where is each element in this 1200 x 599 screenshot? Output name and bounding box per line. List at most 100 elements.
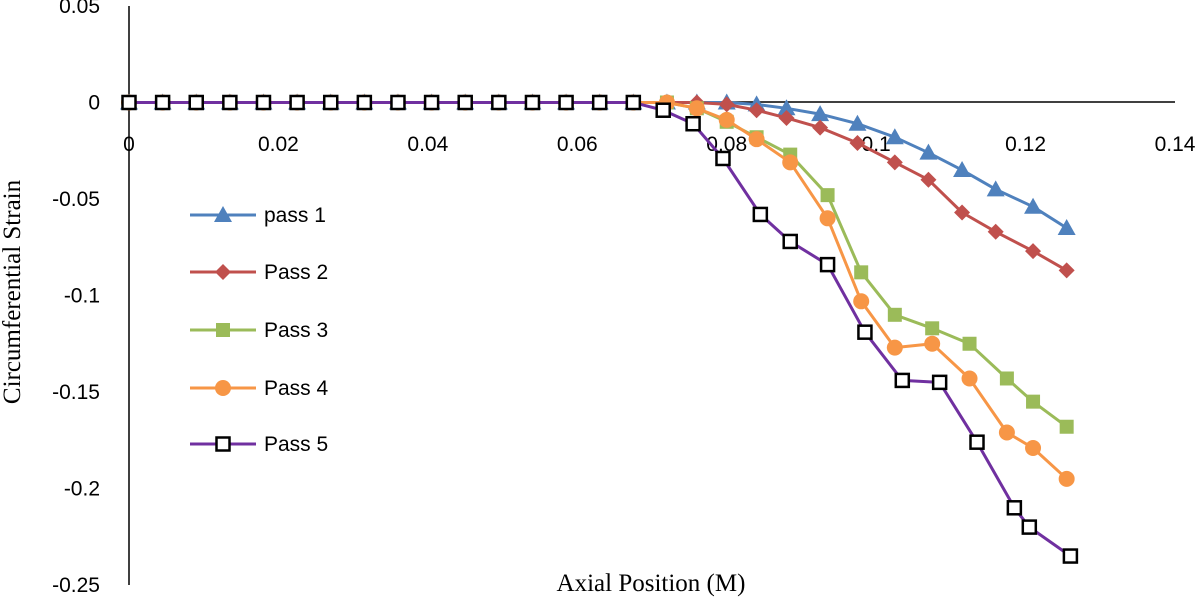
y-tick-label: 0	[88, 92, 100, 115]
data-point	[1021, 519, 1038, 535]
series-line	[129, 101, 1068, 272]
data-point	[685, 115, 701, 132]
data-point	[423, 94, 440, 111]
x-axis-title: Axial Position (M)	[557, 570, 746, 597]
data-point	[748, 131, 765, 148]
data-point	[998, 424, 1015, 441]
data-point	[1062, 548, 1079, 564]
data-point	[1024, 197, 1043, 214]
data-point	[962, 336, 977, 351]
x-tick-label: 0.14	[1155, 133, 1196, 156]
data-point	[222, 94, 238, 111]
legend-item: Pass 2	[190, 261, 328, 284]
data-point	[919, 143, 938, 160]
data-point	[778, 109, 795, 126]
data-point	[255, 94, 272, 111]
data-point	[931, 374, 948, 391]
data-point	[1057, 218, 1076, 235]
data-point	[782, 154, 799, 171]
y-tick-labels: 0.05 0 -0.05 -0.1 -0.15 -0.2 -0.25	[52, 0, 100, 597]
data-point	[1058, 262, 1075, 279]
data-point	[885, 128, 904, 145]
data-point	[558, 94, 574, 111]
data-point	[820, 188, 835, 203]
data-point	[748, 102, 765, 119]
legend-marker	[214, 206, 232, 222]
data-point	[969, 434, 985, 450]
legend-marker	[215, 380, 231, 396]
data-point	[777, 99, 796, 116]
data-point	[953, 161, 972, 178]
data-point	[1059, 419, 1074, 434]
data-point	[1025, 243, 1042, 260]
data-point	[289, 94, 305, 111]
data-point	[1026, 394, 1041, 409]
legend-item: pass 1	[190, 204, 326, 227]
y-tick-label: -0.25	[52, 574, 100, 597]
legend-item: Pass 5	[190, 433, 328, 456]
data-point	[987, 223, 1004, 240]
data-point	[854, 265, 869, 280]
data-point	[1006, 500, 1023, 516]
legend-item: Pass 4	[190, 377, 329, 400]
data-point	[857, 324, 873, 340]
data-point	[999, 371, 1014, 386]
data-point	[819, 210, 836, 227]
data-point	[811, 105, 830, 122]
legend-marker	[216, 323, 230, 337]
data-point	[886, 339, 903, 356]
legend-label: pass 1	[264, 204, 326, 227]
data-point	[848, 114, 867, 131]
y-tick-label: 0.05	[59, 0, 100, 18]
legend-label: Pass 2	[264, 261, 328, 284]
series-pass-2	[121, 94, 1075, 279]
data-point	[894, 372, 911, 389]
data-point	[655, 102, 671, 118]
data-point	[920, 171, 937, 188]
y-tick-label: -0.05	[52, 188, 100, 211]
y-tick-label: -0.2	[64, 478, 100, 501]
data-point	[812, 119, 829, 136]
data-point	[924, 335, 941, 352]
data-point	[752, 206, 769, 223]
data-point	[886, 154, 903, 171]
legend-label: Pass 4	[264, 377, 329, 400]
y-tick-label: -0.1	[64, 285, 100, 308]
data-point	[853, 293, 870, 310]
x-tick-labels: 0 0.02 0.04 0.06 0.08 0.1 0.12 0.14	[123, 133, 1196, 156]
data-point	[782, 233, 798, 250]
series-layer	[120, 93, 1079, 564]
x-tick-label: 0	[123, 133, 135, 156]
legend-label: Pass 5	[264, 433, 328, 456]
legend: pass 1 Pass 2 Pass 3 Pass 4 Pass 5	[190, 204, 329, 456]
data-point	[121, 94, 137, 111]
legend-label: Pass 3	[264, 319, 328, 342]
data-point	[849, 135, 866, 152]
data-point	[390, 94, 406, 111]
data-point	[819, 256, 836, 273]
legend-marker	[215, 436, 231, 452]
data-point	[322, 94, 339, 111]
data-point	[715, 150, 731, 167]
x-tick-label: 0.04	[407, 133, 448, 156]
series-pass-5	[121, 94, 1079, 564]
y-tick-label: -0.15	[52, 381, 100, 404]
x-tick-label: 0.06	[557, 133, 598, 156]
x-tick-label: 0.02	[258, 133, 299, 156]
data-point	[718, 111, 735, 128]
data-point	[887, 307, 902, 322]
data-point	[954, 204, 971, 221]
data-point	[1058, 470, 1075, 487]
legend-item: Pass 3	[190, 319, 328, 342]
data-point	[625, 94, 642, 111]
data-point	[457, 94, 473, 111]
data-point	[188, 94, 204, 111]
data-point	[961, 370, 978, 387]
data-point	[1025, 439, 1042, 456]
data-point	[688, 100, 705, 117]
data-point	[524, 94, 541, 111]
x-tick-label: 0.12	[1005, 133, 1046, 156]
axes	[128, 6, 1175, 585]
data-point	[154, 94, 171, 111]
